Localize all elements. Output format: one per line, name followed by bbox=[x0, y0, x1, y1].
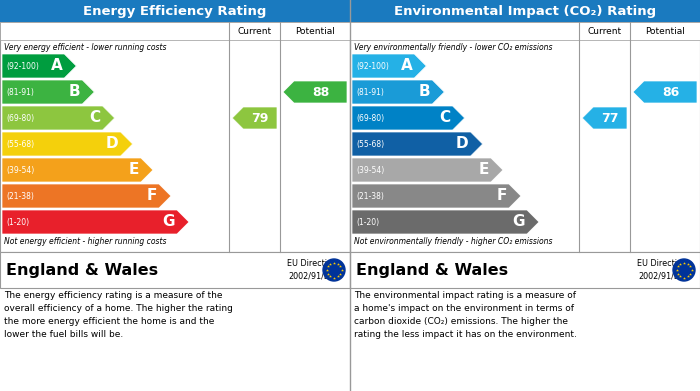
Polygon shape bbox=[2, 158, 153, 182]
Text: Not environmentally friendly - higher CO₂ emissions: Not environmentally friendly - higher CO… bbox=[354, 237, 552, 246]
Text: F: F bbox=[496, 188, 507, 203]
Text: The energy efficiency rating is a measure of the
overall efficiency of a home. T: The energy efficiency rating is a measur… bbox=[4, 291, 233, 339]
Text: C: C bbox=[440, 111, 451, 126]
Polygon shape bbox=[352, 80, 444, 104]
Text: Potential: Potential bbox=[295, 27, 335, 36]
Text: 88: 88 bbox=[312, 86, 329, 99]
Text: D: D bbox=[106, 136, 118, 151]
Polygon shape bbox=[283, 81, 347, 103]
Text: The environmental impact rating is a measure of
a home's impact on the environme: The environmental impact rating is a mea… bbox=[354, 291, 577, 339]
Text: England & Wales: England & Wales bbox=[6, 262, 158, 278]
Text: (1-20): (1-20) bbox=[6, 217, 29, 226]
Polygon shape bbox=[2, 54, 76, 78]
Polygon shape bbox=[2, 184, 171, 208]
Polygon shape bbox=[2, 210, 189, 234]
Text: (21-38): (21-38) bbox=[356, 192, 384, 201]
Polygon shape bbox=[232, 107, 277, 129]
Text: Very environmentally friendly - lower CO₂ emissions: Very environmentally friendly - lower CO… bbox=[354, 43, 552, 52]
Text: F: F bbox=[146, 188, 157, 203]
Polygon shape bbox=[352, 132, 482, 156]
Polygon shape bbox=[2, 106, 115, 130]
Text: (81-91): (81-91) bbox=[6, 88, 34, 97]
Polygon shape bbox=[2, 80, 94, 104]
Polygon shape bbox=[582, 107, 627, 129]
Text: EU Directive
2002/91/EC: EU Directive 2002/91/EC bbox=[637, 259, 687, 281]
Text: Energy Efficiency Rating: Energy Efficiency Rating bbox=[83, 5, 267, 18]
Bar bbox=[350, 252, 700, 288]
Bar bbox=[0, 0, 350, 22]
Text: E: E bbox=[129, 163, 139, 178]
Text: C: C bbox=[90, 111, 101, 126]
Bar bbox=[350, 0, 700, 22]
Text: England & Wales: England & Wales bbox=[356, 262, 508, 278]
Circle shape bbox=[673, 259, 695, 281]
Text: (92-100): (92-100) bbox=[6, 61, 39, 70]
Text: 86: 86 bbox=[662, 86, 679, 99]
Text: G: G bbox=[512, 215, 525, 230]
Text: EU Directive
2002/91/EC: EU Directive 2002/91/EC bbox=[287, 259, 337, 281]
Text: (81-91): (81-91) bbox=[356, 88, 384, 97]
Text: (21-38): (21-38) bbox=[6, 192, 34, 201]
Text: G: G bbox=[162, 215, 175, 230]
Text: (69-80): (69-80) bbox=[356, 113, 384, 122]
Polygon shape bbox=[352, 54, 426, 78]
Text: Current: Current bbox=[587, 27, 622, 36]
Text: Not energy efficient - higher running costs: Not energy efficient - higher running co… bbox=[4, 237, 167, 246]
Polygon shape bbox=[352, 106, 465, 130]
Text: Environmental Impact (CO₂) Rating: Environmental Impact (CO₂) Rating bbox=[394, 5, 656, 18]
Polygon shape bbox=[2, 132, 132, 156]
Polygon shape bbox=[352, 158, 503, 182]
Text: (92-100): (92-100) bbox=[356, 61, 389, 70]
Bar bbox=[350, 22, 700, 252]
Bar bbox=[0, 22, 350, 252]
Bar bbox=[0, 252, 350, 288]
Text: (55-68): (55-68) bbox=[356, 140, 384, 149]
Text: A: A bbox=[400, 59, 412, 74]
Bar bbox=[0, 22, 350, 40]
Text: (55-68): (55-68) bbox=[6, 140, 34, 149]
Text: 77: 77 bbox=[601, 111, 619, 124]
Text: B: B bbox=[419, 84, 430, 99]
Text: 79: 79 bbox=[251, 111, 269, 124]
Circle shape bbox=[323, 259, 345, 281]
Bar bbox=[350, 22, 700, 40]
Polygon shape bbox=[633, 81, 697, 103]
Text: (1-20): (1-20) bbox=[356, 217, 379, 226]
Text: (39-54): (39-54) bbox=[6, 165, 34, 174]
Text: Very energy efficient - lower running costs: Very energy efficient - lower running co… bbox=[4, 43, 167, 52]
Text: Potential: Potential bbox=[645, 27, 685, 36]
Text: A: A bbox=[50, 59, 62, 74]
Text: D: D bbox=[456, 136, 468, 151]
Text: E: E bbox=[479, 163, 489, 178]
Text: (39-54): (39-54) bbox=[356, 165, 384, 174]
Text: (69-80): (69-80) bbox=[6, 113, 34, 122]
Text: Current: Current bbox=[237, 27, 272, 36]
Polygon shape bbox=[352, 210, 539, 234]
Text: B: B bbox=[69, 84, 81, 99]
Polygon shape bbox=[352, 184, 521, 208]
